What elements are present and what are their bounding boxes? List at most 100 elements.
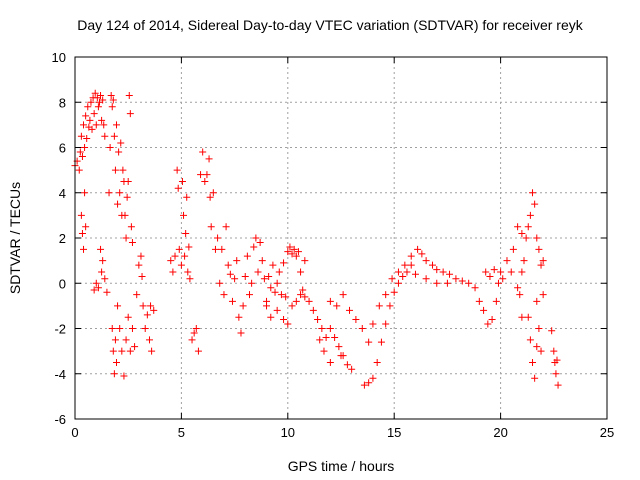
data-point (422, 275, 430, 283)
data-point (526, 336, 534, 344)
data-point (118, 347, 126, 355)
data-point (390, 288, 398, 296)
data-point (314, 315, 322, 323)
data-point (486, 272, 494, 280)
data-point (141, 325, 149, 332)
data-point (82, 112, 90, 120)
data-point (554, 381, 562, 389)
data-point (273, 279, 281, 287)
data-point (275, 268, 283, 276)
data-point (107, 91, 115, 99)
data-point (339, 291, 347, 299)
data-point (518, 229, 526, 237)
data-point (92, 121, 100, 129)
data-point (292, 297, 300, 305)
data-point (167, 257, 175, 265)
data-point (241, 272, 249, 280)
data-point (186, 275, 194, 283)
data-point (81, 189, 89, 197)
data-point (147, 302, 155, 310)
data-point (94, 103, 102, 111)
data-point (480, 306, 488, 314)
data-point (267, 284, 275, 292)
y-tick-label: 0 (59, 276, 66, 291)
data-point (97, 91, 105, 99)
data-point (433, 279, 441, 287)
data-point (331, 334, 339, 342)
data-point (284, 248, 292, 256)
data-point (533, 297, 541, 305)
data-point (231, 275, 239, 283)
data-point (169, 268, 177, 276)
data-point (388, 275, 396, 283)
data-point (84, 103, 92, 111)
data-point (373, 358, 381, 366)
data-point (228, 297, 236, 305)
data-point (78, 229, 86, 237)
data-point (531, 200, 539, 208)
data-point (429, 261, 437, 269)
data-point (222, 223, 230, 231)
data-point (182, 229, 190, 237)
data-point (326, 325, 334, 332)
data-point (343, 361, 351, 369)
data-point (322, 334, 330, 342)
data-point (316, 336, 324, 344)
data-point (98, 116, 106, 124)
data-point (533, 343, 541, 351)
data-point (309, 306, 317, 314)
data-point (192, 325, 200, 332)
data-point (125, 91, 133, 99)
x-tick-label: 25 (600, 425, 614, 440)
data-point (292, 252, 300, 260)
data-point (326, 297, 334, 305)
data-point (271, 288, 279, 296)
data-point (126, 347, 134, 355)
data-point (197, 171, 205, 179)
data-point (143, 311, 151, 319)
data-point (382, 291, 390, 299)
data-point (180, 211, 188, 219)
data-point (203, 171, 211, 179)
data-point (280, 259, 288, 267)
data-point (216, 279, 224, 287)
data-point (131, 343, 139, 351)
data-point (175, 245, 183, 253)
data-point (105, 189, 113, 197)
grid-lines (75, 57, 607, 419)
data-point (260, 275, 268, 283)
data-point (109, 96, 117, 104)
data-point (127, 223, 135, 231)
data-point (458, 277, 466, 285)
data-point (503, 257, 511, 265)
data-point (414, 245, 422, 253)
data-point (401, 261, 409, 269)
data-point (100, 121, 108, 129)
data-point (226, 270, 234, 278)
data-point (80, 245, 88, 253)
data-point (443, 279, 451, 287)
data-point (188, 336, 196, 344)
data-point (256, 239, 264, 247)
y-tick-label: 10 (52, 50, 66, 65)
data-point (499, 275, 507, 283)
data-point (518, 268, 526, 276)
data-point (194, 347, 202, 355)
data-point (488, 315, 496, 323)
data-point (99, 257, 107, 265)
data-point (110, 132, 118, 140)
data-point (475, 297, 483, 305)
data-point (422, 257, 430, 265)
data-point (258, 257, 266, 265)
data-point (99, 96, 107, 104)
data-point (138, 272, 146, 280)
data-point (209, 189, 217, 197)
data-point (124, 313, 132, 321)
data-point (128, 239, 136, 247)
data-point (148, 347, 156, 355)
data-point (346, 306, 354, 314)
data-point (112, 358, 120, 366)
data-point (120, 372, 128, 380)
data-point (90, 110, 98, 118)
data-point (252, 234, 260, 242)
